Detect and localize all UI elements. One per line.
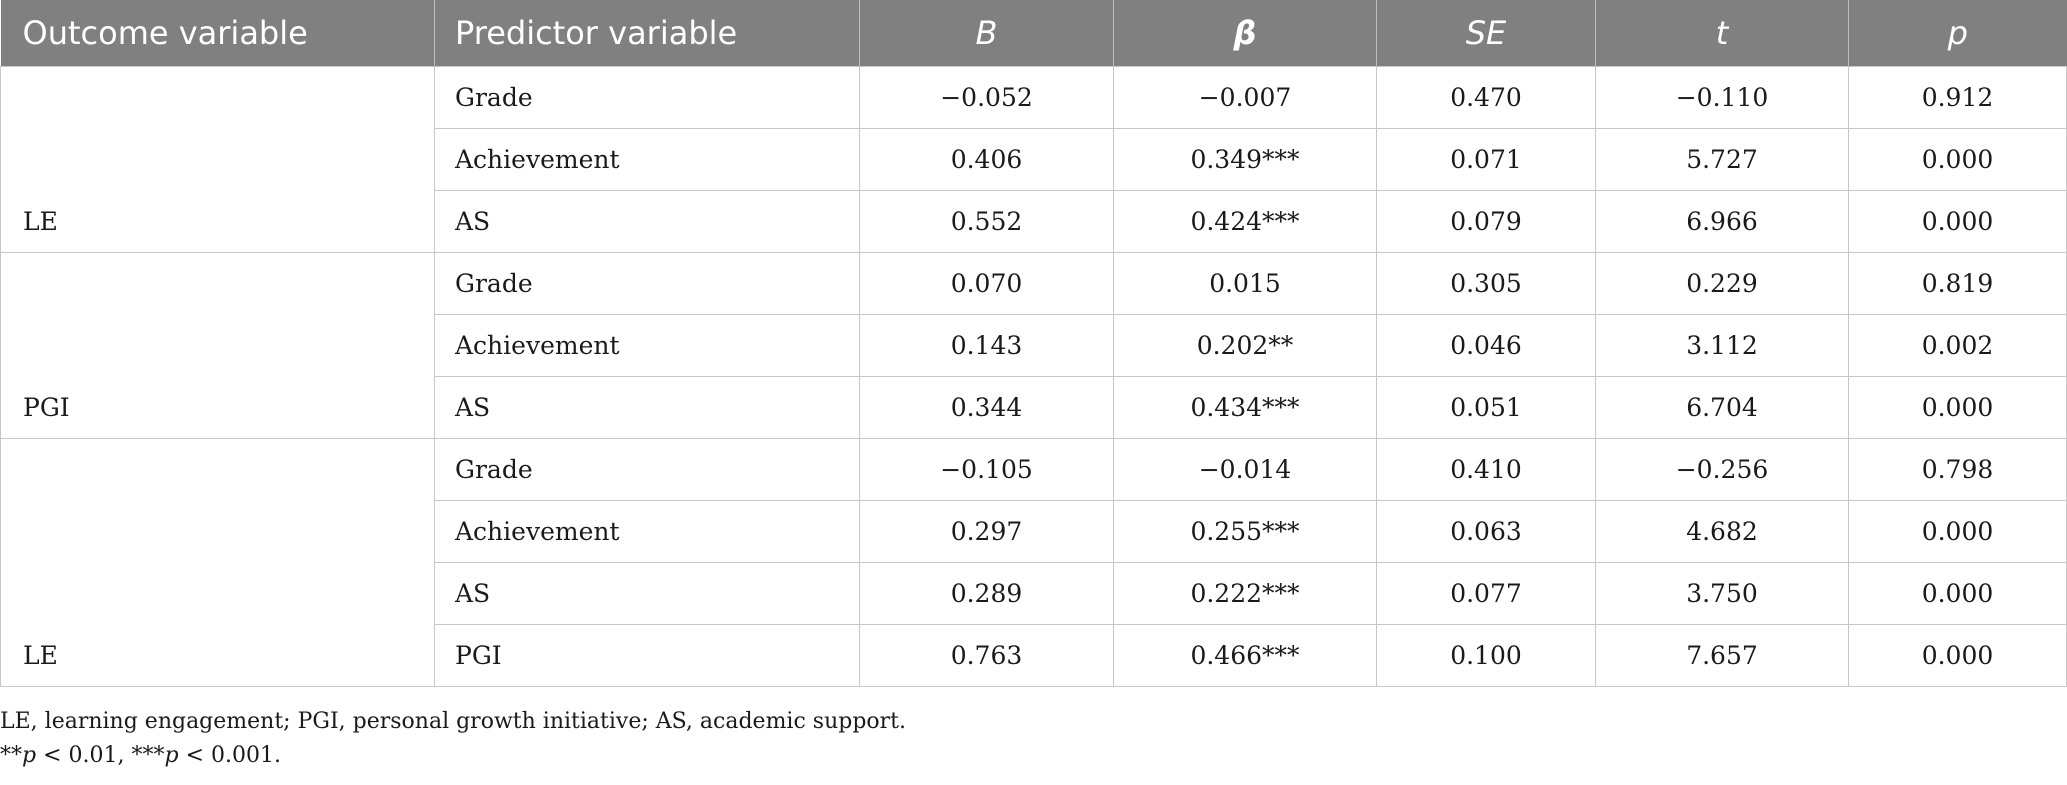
predictor-cell: Grade — [434, 251, 860, 315]
predictor-cell: Grade — [434, 437, 860, 501]
se-cell: 0.051 — [1376, 375, 1596, 439]
t-cell: 6.966 — [1595, 189, 1849, 253]
header-se: SE — [1376, 0, 1596, 66]
predictor-cell: Grade — [434, 65, 860, 129]
table-row: LE Grade −0.105 −0.014 0.410 −0.256 0.79… — [0, 437, 2067, 687]
table-row: AS 0.289 0.222*** 0.077 3.750 0.000 — [1, 561, 2067, 625]
table-row: AS 0.552 0.424*** 0.079 6.966 0.000 — [1, 189, 2067, 253]
table-row: Achievement 0.297 0.255*** 0.063 4.682 0… — [1, 499, 2067, 563]
p-cell: 0.000 — [1848, 189, 2067, 253]
threshold-text: < 0.01, — [36, 743, 132, 768]
significance-footnote: **p < 0.01, ***p < 0.001. — [0, 743, 281, 768]
table-row: LE Grade −0.052 −0.007 0.470 −0.110 0.91… — [0, 65, 2067, 253]
predictor-cell: AS — [434, 189, 860, 253]
t-cell: 5.727 — [1595, 127, 1849, 191]
b-cell: 0.763 — [859, 623, 1114, 687]
beta-cell: 0.466*** — [1113, 623, 1377, 687]
b-cell: 0.143 — [859, 313, 1114, 377]
header-t: t — [1595, 0, 1849, 66]
p-symbol: p — [164, 743, 179, 768]
p-cell: 0.798 — [1848, 437, 2067, 501]
header-predictor-variable: Predictor variable — [434, 0, 860, 66]
abbreviations-footnote: LE, learning engagement; PGI, personal g… — [0, 709, 906, 734]
predictor-cell: Achievement — [434, 313, 860, 377]
beta-cell: 0.255*** — [1113, 499, 1377, 563]
t-cell: 4.682 — [1595, 499, 1849, 563]
t-cell: 0.229 — [1595, 251, 1849, 315]
predictor-cell: Achievement — [434, 499, 860, 563]
p-cell: 0.000 — [1848, 623, 2067, 687]
se-cell: 0.305 — [1376, 251, 1596, 315]
b-cell: 0.552 — [859, 189, 1114, 253]
header-row: Outcome variable Predictor variable B β … — [0, 0, 2067, 66]
table-row: Achievement 0.143 0.202** 0.046 3.112 0.… — [1, 313, 2067, 377]
t-cell: 7.657 — [1595, 623, 1849, 687]
table-row: AS 0.344 0.434*** 0.051 6.704 0.000 — [1, 375, 2067, 439]
p-cell: 0.000 — [1848, 127, 2067, 191]
b-cell: 0.344 — [859, 375, 1114, 439]
predictor-cell: AS — [434, 561, 860, 625]
beta-cell: −0.014 — [1113, 437, 1377, 501]
b-cell: 0.289 — [859, 561, 1114, 625]
p-cell: 0.002 — [1848, 313, 2067, 377]
se-cell: 0.470 — [1376, 65, 1596, 129]
outcome-cell: LE — [0, 65, 435, 253]
t-cell: 3.750 — [1595, 561, 1849, 625]
table-body: LE Grade −0.052 −0.007 0.470 −0.110 0.91… — [0, 65, 2067, 687]
b-cell: 0.297 — [859, 499, 1114, 563]
beta-cell: 0.015 — [1113, 251, 1377, 315]
beta-cell: 0.349*** — [1113, 127, 1377, 191]
p-cell: 0.000 — [1848, 499, 2067, 563]
table-row: PGI 0.763 0.466*** 0.100 7.657 0.000 — [1, 623, 2067, 687]
regression-table-container: Outcome variable Predictor variable B β … — [0, 0, 2067, 687]
beta-cell: 0.222*** — [1113, 561, 1377, 625]
se-cell: 0.063 — [1376, 499, 1596, 563]
predictor-cell: Achievement — [434, 127, 860, 191]
t-cell: −0.110 — [1595, 65, 1849, 129]
header-outcome-variable: Outcome variable — [0, 0, 435, 66]
outcome-cell: LE — [0, 437, 435, 687]
beta-cell: 0.434*** — [1113, 375, 1377, 439]
stars-double: ** — [0, 743, 22, 768]
header-b: B — [859, 0, 1114, 66]
predictor-cell: AS — [434, 375, 860, 439]
p-cell: 0.912 — [1848, 65, 2067, 129]
table-header: Outcome variable Predictor variable B β … — [0, 0, 2067, 66]
t-cell: −0.256 — [1595, 437, 1849, 501]
stars-triple: *** — [131, 743, 165, 768]
table-row: PGI Grade 0.070 0.015 0.305 0.229 0.819 — [0, 251, 2067, 439]
b-cell: −0.052 — [859, 65, 1114, 129]
predictor-cell: PGI — [434, 623, 860, 687]
p-cell: 0.819 — [1848, 251, 2067, 315]
se-cell: 0.077 — [1376, 561, 1596, 625]
se-cell: 0.410 — [1376, 437, 1596, 501]
b-cell: 0.070 — [859, 251, 1114, 315]
p-cell: 0.000 — [1848, 375, 2067, 439]
t-cell: 6.704 — [1595, 375, 1849, 439]
beta-cell: 0.202** — [1113, 313, 1377, 377]
t-cell: 3.112 — [1595, 313, 1849, 377]
p-cell: 0.000 — [1848, 561, 2067, 625]
beta-cell: −0.007 — [1113, 65, 1377, 129]
b-cell: −0.105 — [859, 437, 1114, 501]
se-cell: 0.100 — [1376, 623, 1596, 687]
se-cell: 0.071 — [1376, 127, 1596, 191]
b-cell: 0.406 — [859, 127, 1114, 191]
se-cell: 0.046 — [1376, 313, 1596, 377]
se-cell: 0.079 — [1376, 189, 1596, 253]
beta-cell: 0.424*** — [1113, 189, 1377, 253]
threshold-text: < 0.001. — [178, 743, 281, 768]
outcome-cell: PGI — [0, 251, 435, 439]
p-symbol: p — [22, 743, 37, 768]
header-p: p — [1848, 0, 2067, 66]
regression-table: Outcome variable Predictor variable B β … — [0, 0, 2067, 687]
header-beta: β — [1113, 0, 1377, 66]
